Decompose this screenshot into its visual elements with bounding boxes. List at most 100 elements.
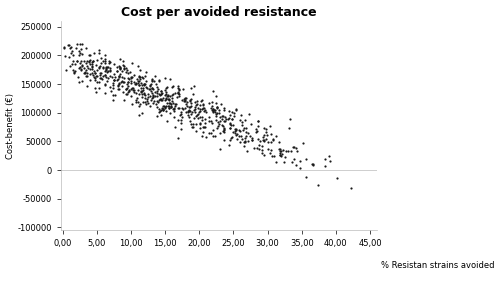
Point <box>268 137 276 142</box>
Point <box>193 102 201 106</box>
Point <box>309 163 317 168</box>
Point <box>86 78 94 83</box>
Point <box>84 53 92 57</box>
Point <box>102 74 110 79</box>
Point <box>120 67 128 72</box>
Point <box>104 76 112 80</box>
Point <box>236 140 244 144</box>
Point <box>209 107 217 112</box>
Point <box>235 133 243 138</box>
Point <box>242 130 250 134</box>
Point <box>152 114 160 119</box>
Point <box>200 125 208 130</box>
Point <box>88 59 96 64</box>
Point <box>224 109 232 114</box>
Point <box>168 92 176 96</box>
Point <box>90 76 98 80</box>
Point <box>144 101 152 105</box>
Point <box>102 82 110 86</box>
Point <box>103 78 111 83</box>
Point <box>101 59 109 64</box>
Point <box>109 86 117 91</box>
Point <box>127 79 135 84</box>
Point <box>165 101 173 105</box>
Point <box>220 130 228 134</box>
Point <box>148 77 156 82</box>
Point <box>292 163 300 167</box>
Point <box>202 108 209 112</box>
Point <box>118 79 126 83</box>
Point <box>113 69 121 73</box>
Point <box>156 108 164 112</box>
Point <box>84 60 92 64</box>
Point <box>209 107 217 111</box>
Point <box>153 84 161 89</box>
Point <box>194 106 202 110</box>
Point <box>272 134 280 138</box>
Point <box>262 137 270 142</box>
Point <box>196 107 204 111</box>
Point <box>102 67 110 72</box>
Point <box>200 125 208 129</box>
Point <box>207 119 215 123</box>
Point <box>248 138 256 142</box>
Point <box>178 106 186 111</box>
Point <box>240 126 248 130</box>
Point <box>136 104 143 108</box>
Point <box>302 157 310 161</box>
Point <box>110 98 118 102</box>
Point <box>206 106 214 110</box>
Point <box>98 76 106 80</box>
Point <box>100 61 108 65</box>
Point <box>209 128 217 133</box>
Point <box>138 111 146 115</box>
Point <box>184 108 192 113</box>
Point <box>192 128 200 133</box>
Point <box>198 99 205 103</box>
Point <box>98 77 106 81</box>
Point <box>149 87 157 91</box>
Point <box>172 102 180 106</box>
Point <box>178 87 186 91</box>
Point <box>161 105 169 109</box>
Point <box>122 87 130 92</box>
Point <box>102 83 110 87</box>
Point <box>128 102 136 107</box>
Point <box>263 133 271 137</box>
Point <box>247 122 255 127</box>
Point <box>168 96 176 101</box>
Point <box>190 91 198 96</box>
Point <box>138 85 146 90</box>
Point <box>177 127 185 132</box>
Point <box>154 78 162 83</box>
Point <box>67 44 75 49</box>
Point <box>122 66 130 71</box>
Point <box>333 176 341 180</box>
Point <box>78 66 86 71</box>
Point <box>138 91 145 96</box>
Point <box>347 185 355 190</box>
Point <box>260 137 268 142</box>
Point <box>140 90 148 95</box>
Point <box>160 75 168 80</box>
Point <box>194 112 202 117</box>
Point <box>246 134 254 138</box>
Point <box>157 92 165 96</box>
Point <box>163 119 171 124</box>
Point <box>244 130 252 135</box>
Point <box>184 108 192 113</box>
Point <box>135 83 143 88</box>
Point <box>70 71 78 75</box>
Point <box>132 81 140 85</box>
Point <box>182 96 190 101</box>
Point <box>74 74 82 79</box>
Point <box>162 96 170 101</box>
Point <box>228 116 236 121</box>
Point <box>66 46 74 50</box>
Point <box>174 84 182 89</box>
Point <box>267 140 275 144</box>
Point <box>208 104 216 108</box>
Point <box>118 69 126 73</box>
Text: % Resistan strains avoided: % Resistan strains avoided <box>381 261 494 270</box>
Point <box>156 97 164 101</box>
